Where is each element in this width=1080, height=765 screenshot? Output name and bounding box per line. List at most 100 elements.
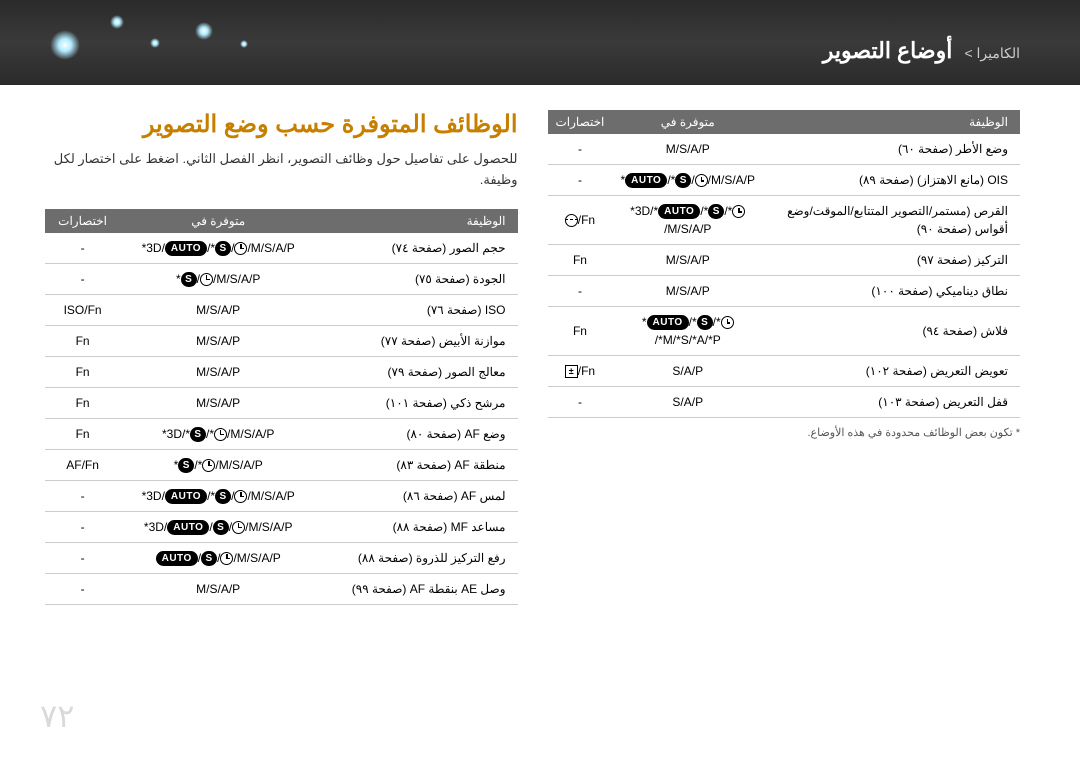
table-row: ISO (صفحة ٧٦)M/S/A/PISO/Fn xyxy=(45,294,518,325)
table-row: نطاق ديناميكي (صفحة ١٠٠)M/S/A/P- xyxy=(548,276,1021,307)
footnote: * تكون بعض الوظائف محدودة في هذه الأوضاع… xyxy=(548,426,1021,439)
table-row: منطقة AF (صفحة ٨٣)*S/*/M/S/A/PAF/Fn xyxy=(45,449,518,480)
cell-function: منطقة AF (صفحة ٨٣) xyxy=(316,449,517,480)
cell-available: M/S/A/P xyxy=(120,387,316,418)
cell-shortcut: Fn xyxy=(45,387,120,418)
table-row: وضع AF (صفحة ٨٠)*3D/*S/*/M/S/A/PFn xyxy=(45,418,518,449)
col-available: متوفرة في xyxy=(120,209,316,233)
section-intro: للحصول على تفاصيل حول وظائف التصوير، انظ… xyxy=(45,149,518,191)
cell-function: حجم الصور (صفحة ٧٤) xyxy=(316,233,517,264)
cell-function: موازنة الأبيض (صفحة ٧٧) xyxy=(316,325,517,356)
table-row: مساعد MF (صفحة ٨٨)*3D/AUTO/S//M/S/A/P- xyxy=(45,511,518,542)
table-row: وصل AE بنقطة AF (صفحة ٩٩)M/S/A/P- xyxy=(45,573,518,604)
cell-function: مساعد MF (صفحة ٨٨) xyxy=(316,511,517,542)
cell-available: *3D/AUTO/*S//M/S/A/P xyxy=(120,480,316,511)
cell-available: *AUTO/*S//M/S/A/P xyxy=(612,165,763,196)
table-row: حجم الصور (صفحة ٧٤)*3D/AUTO/*S//M/S/A/P- xyxy=(45,233,518,264)
cell-available: *3D/AUTO/*S//M/S/A/P xyxy=(120,233,316,264)
cell-available: S/A/P xyxy=(612,387,763,418)
cell-shortcut: - xyxy=(45,542,120,573)
cell-function: مرشح ذكي (صفحة ١٠١) xyxy=(316,387,517,418)
table-row: معالج الصور (صفحة ٧٩)M/S/A/PFn xyxy=(45,356,518,387)
table-row: الجودة (صفحة ٧٥)*S//M/S/A/P- xyxy=(45,263,518,294)
cell-function: OIS (مانع الاهتزاز) (صفحة ٨٩) xyxy=(763,165,1020,196)
right-column: الوظائف المتوفرة حسب وضع التصوير للحصول … xyxy=(45,110,518,605)
cell-available: S/A/P xyxy=(612,356,763,387)
table-row: رفع التركيز للذروة (صفحة ٨٨)AUTO/S//M/S/… xyxy=(45,542,518,573)
table-row: OIS (مانع الاهتزاز) (صفحة ٨٩)*AUTO/*S//M… xyxy=(548,165,1021,196)
table-row: لمس AF (صفحة ٨٦)*3D/AUTO/*S//M/S/A/P- xyxy=(45,480,518,511)
cell-available: M/S/A/P xyxy=(612,245,763,276)
table-row: موازنة الأبيض (صفحة ٧٧)M/S/A/PFn xyxy=(45,325,518,356)
cell-shortcut: Fn xyxy=(45,356,120,387)
cell-shortcut: /Fn xyxy=(548,196,613,245)
table-row: مرشح ذكي (صفحة ١٠١)M/S/A/PFn xyxy=(45,387,518,418)
section-title: الوظائف المتوفرة حسب وضع التصوير xyxy=(45,110,518,139)
cell-available: M/S/A/P xyxy=(612,276,763,307)
breadcrumb: الكاميرا > أوضاع التصوير xyxy=(823,38,1020,64)
cell-available: *AUTO/*S/*/*M/*S/*A/*P xyxy=(612,307,763,356)
cell-shortcut: - xyxy=(548,134,613,165)
table-row: قفل التعريض (صفحة ١٠٣)S/A/P- xyxy=(548,387,1021,418)
table-row: القرص (مستمر/التصوير المتتابع/الموقت/وضع… xyxy=(548,196,1021,245)
col-function: الوظيفة xyxy=(316,209,517,233)
cell-available: M/S/A/P xyxy=(120,294,316,325)
page-header: الكاميرا > أوضاع التصوير xyxy=(0,0,1080,85)
cell-available: *3D/*S/*/M/S/A/P xyxy=(120,418,316,449)
cell-function: معالج الصور (صفحة ٧٩) xyxy=(316,356,517,387)
cell-available: M/S/A/P xyxy=(120,356,316,387)
left-table: الوظيفة متوفرة في اختصارات وضع الأطر (صف… xyxy=(548,110,1021,418)
cell-shortcut: - xyxy=(45,480,120,511)
table-row: التركيز (صفحة ٩٧)M/S/A/PFn xyxy=(548,245,1021,276)
cell-available: AUTO/S//M/S/A/P xyxy=(120,542,316,573)
cell-function: التركيز (صفحة ٩٧) xyxy=(763,245,1020,276)
cell-available: M/S/A/P xyxy=(612,134,763,165)
cell-available: M/S/A/P xyxy=(120,325,316,356)
cell-available: *3D/AUTO/S//M/S/A/P xyxy=(120,511,316,542)
cell-function: رفع التركيز للذروة (صفحة ٨٨) xyxy=(316,542,517,573)
cell-function: فلاش (صفحة ٩٤) xyxy=(763,307,1020,356)
table-row: وضع الأطر (صفحة ٦٠)M/S/A/P- xyxy=(548,134,1021,165)
page-number: ٧٢ xyxy=(40,697,74,735)
cell-shortcut: Fn xyxy=(45,325,120,356)
col-available: متوفرة في xyxy=(612,110,763,134)
cell-function: تعويض التعريض (صفحة ١٠٢) xyxy=(763,356,1020,387)
cell-function: نطاق ديناميكي (صفحة ١٠٠) xyxy=(763,276,1020,307)
cell-shortcut: - xyxy=(45,263,120,294)
cell-shortcut: AF/Fn xyxy=(45,449,120,480)
cell-function: لمس AF (صفحة ٨٦) xyxy=(316,480,517,511)
cell-shortcut: Fn xyxy=(548,307,613,356)
cell-function: وضع الأطر (صفحة ٦٠) xyxy=(763,134,1020,165)
col-shortcut: اختصارات xyxy=(45,209,120,233)
col-function: الوظيفة xyxy=(763,110,1020,134)
cell-function: وضع AF (صفحة ٨٠) xyxy=(316,418,517,449)
cell-shortcut: - xyxy=(548,165,613,196)
table-row: تعويض التعريض (صفحة ١٠٢)S/A/P±/Fn xyxy=(548,356,1021,387)
cell-function: القرص (مستمر/التصوير المتتابع/الموقت/وضع… xyxy=(763,196,1020,245)
cell-shortcut: ±/Fn xyxy=(548,356,613,387)
breadcrumb-current: أوضاع التصوير xyxy=(823,38,953,63)
right-table: الوظيفة متوفرة في اختصارات حجم الصور (صف… xyxy=(45,209,518,605)
cell-function: الجودة (صفحة ٧٥) xyxy=(316,263,517,294)
cell-available: *3D/*AUTO/*S/*/M/S/A/P xyxy=(612,196,763,245)
cell-shortcut: Fn xyxy=(548,245,613,276)
cell-function: ISO (صفحة ٧٦) xyxy=(316,294,517,325)
table-row: فلاش (صفحة ٩٤)*AUTO/*S/*/*M/*S/*A/*PFn xyxy=(548,307,1021,356)
breadcrumb-parent: الكاميرا > xyxy=(964,45,1020,61)
cell-function: قفل التعريض (صفحة ١٠٣) xyxy=(763,387,1020,418)
left-column: الوظيفة متوفرة في اختصارات وضع الأطر (صف… xyxy=(548,110,1021,605)
cell-shortcut: - xyxy=(548,276,613,307)
header-decoration xyxy=(40,10,340,70)
cell-shortcut: - xyxy=(45,233,120,264)
cell-available: *S/*/M/S/A/P xyxy=(120,449,316,480)
cell-shortcut: ISO/Fn xyxy=(45,294,120,325)
cell-function: وصل AE بنقطة AF (صفحة ٩٩) xyxy=(316,573,517,604)
page-content: الوظائف المتوفرة حسب وضع التصوير للحصول … xyxy=(45,110,1020,605)
cell-shortcut: - xyxy=(45,511,120,542)
cell-shortcut: - xyxy=(548,387,613,418)
cell-available: *S//M/S/A/P xyxy=(120,263,316,294)
cell-available: M/S/A/P xyxy=(120,573,316,604)
col-shortcut: اختصارات xyxy=(548,110,613,134)
cell-shortcut: Fn xyxy=(45,418,120,449)
cell-shortcut: - xyxy=(45,573,120,604)
